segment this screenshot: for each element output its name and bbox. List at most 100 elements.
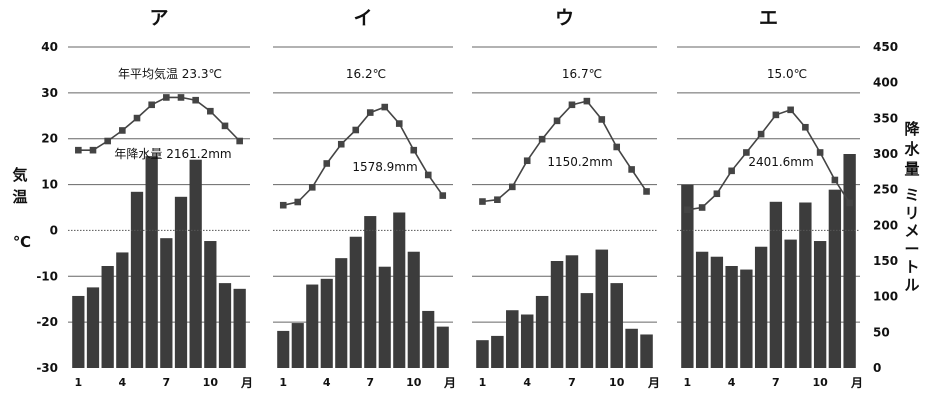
- temperature-point: [584, 98, 591, 105]
- temperature-point: [643, 188, 650, 195]
- right-axis-tick-label: 300: [873, 147, 898, 161]
- x-tick-label: 4: [523, 376, 531, 389]
- temperature-point: [425, 172, 432, 179]
- left-axis-tick-label: -30: [36, 361, 58, 375]
- precipitation-bar: [725, 266, 737, 368]
- precipitation-bar: [596, 250, 609, 368]
- annual-temperature-label: 15.0℃: [767, 67, 807, 81]
- precipitation-bar: [740, 270, 752, 368]
- temperature-point: [323, 160, 330, 167]
- temperature-point: [294, 199, 301, 206]
- panel-title: イ: [353, 7, 372, 29]
- temperature-point: [396, 120, 403, 127]
- precipitation-bar: [131, 192, 143, 368]
- temperature-line: [483, 101, 647, 201]
- precipitation-bar: [566, 255, 579, 368]
- x-tick-label: 10: [203, 376, 219, 389]
- temperature-point: [817, 149, 824, 156]
- temperature-line: [78, 97, 239, 150]
- precipitation-bar: [521, 315, 534, 369]
- precipitation-bar: [625, 329, 638, 368]
- temperature-point: [178, 94, 185, 101]
- temperature-point: [207, 108, 214, 115]
- right-axis-tick-label: 450: [873, 40, 898, 54]
- temperature-point: [338, 141, 345, 148]
- precipitation-bar: [190, 160, 202, 368]
- x-tick-label: 1: [279, 376, 287, 389]
- x-tick-label: 7: [772, 376, 780, 389]
- precipitation-bar: [696, 252, 708, 368]
- precipitation-bar: [437, 327, 449, 368]
- precipitation-bar: [379, 267, 391, 368]
- annual-precipitation-label: 1150.2mm: [547, 155, 612, 169]
- precipitation-bar: [476, 340, 489, 368]
- temperature-point: [569, 101, 576, 108]
- right-axis-unit-char: ル: [904, 276, 919, 294]
- month-label: 月: [850, 376, 863, 390]
- temperature-point: [75, 147, 82, 154]
- temperature-point: [832, 177, 839, 184]
- precipitation-bar: [393, 212, 405, 368]
- month-label: 月: [443, 376, 456, 390]
- temperature-point: [598, 116, 605, 123]
- x-tick-label: 4: [119, 376, 127, 389]
- left-axis-label-char: 気: [12, 166, 27, 184]
- temperature-point: [163, 94, 170, 101]
- precipitation-bar: [829, 190, 841, 368]
- month-label: 月: [647, 376, 660, 390]
- precipitation-bar: [335, 258, 347, 368]
- precipitation-bar: [491, 336, 504, 368]
- precipitation-bar: [204, 241, 216, 368]
- precipitation-bar: [640, 334, 653, 368]
- right-axis-tick-label: 250: [873, 183, 898, 197]
- precipitation-bar: [814, 241, 826, 368]
- precipitation-bar: [219, 283, 231, 368]
- temperature-point: [628, 166, 635, 173]
- right-axis-unit-char: メ: [904, 222, 919, 240]
- precipitation-bar: [770, 202, 782, 368]
- right-axis-tick-label: 100: [873, 290, 898, 304]
- temperature-point: [494, 196, 501, 203]
- precipitation-bar: [755, 247, 767, 368]
- temperature-point: [699, 204, 706, 211]
- annual-precipitation-label: 年降水量 2161.2mm: [114, 147, 231, 161]
- temperature-point: [192, 97, 199, 104]
- right-axis-tick-label: 200: [873, 218, 898, 232]
- left-axis-tick-label: 40: [41, 40, 58, 54]
- temperature-point: [509, 184, 516, 191]
- right-axis-label-char: 量: [904, 160, 919, 178]
- x-tick-label: 10: [609, 376, 625, 389]
- temperature-point: [758, 131, 765, 138]
- right-axis-unit-char: ー: [904, 240, 919, 258]
- left-axis-unit: ℃: [13, 233, 31, 251]
- left-axis-tick-label: -10: [36, 269, 58, 283]
- temperature-point: [554, 118, 561, 125]
- precipitation-bar: [160, 238, 172, 368]
- precipitation-bar: [321, 279, 333, 368]
- right-axis-label-char: 水: [904, 140, 920, 158]
- temperature-point: [714, 190, 721, 197]
- precipitation-bar: [234, 289, 246, 368]
- temperature-point: [134, 115, 141, 122]
- precipitation-bar: [175, 197, 187, 368]
- precipitation-bar: [610, 283, 623, 368]
- x-tick-label: 10: [812, 376, 828, 389]
- temperature-point: [684, 206, 691, 213]
- temperature-point: [439, 192, 446, 199]
- precipitation-bar: [72, 296, 84, 368]
- left-axis-tick-label: 20: [41, 132, 58, 146]
- temperature-point: [846, 200, 853, 207]
- temperature-point: [367, 109, 374, 116]
- left-axis-label-char: 温: [12, 188, 27, 206]
- precipitation-bar: [408, 252, 420, 368]
- left-axis-tick-label: 10: [41, 178, 58, 192]
- precipitation-bar: [277, 331, 289, 368]
- annual-temperature-label: 16.2℃: [346, 67, 386, 81]
- temperature-point: [524, 157, 531, 164]
- right-axis-unit-char: リ: [904, 204, 919, 222]
- right-axis-label-char: 降: [904, 120, 920, 138]
- left-axis-tick-label: -20: [36, 315, 58, 329]
- temperature-point: [90, 147, 97, 154]
- temperature-point: [410, 147, 417, 154]
